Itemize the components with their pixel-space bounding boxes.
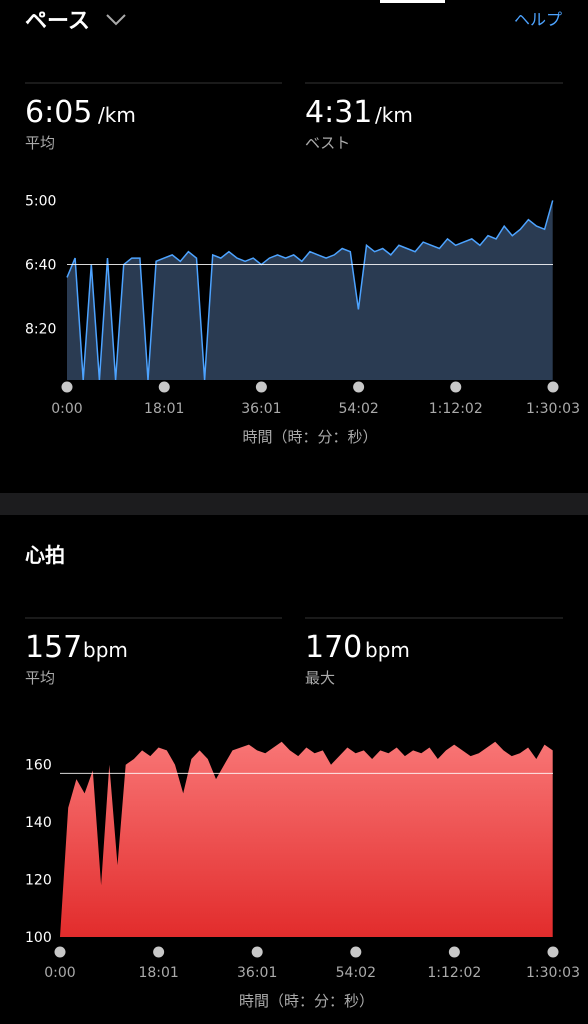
y-tick-label: 8:20 bbox=[25, 322, 56, 338]
y-tick-label: 140 bbox=[25, 815, 52, 831]
x-tick-label: 0:00 bbox=[44, 965, 75, 981]
x-tick-label: 54:02 bbox=[336, 965, 376, 981]
stat-label: 平均 bbox=[25, 669, 55, 687]
stat-unit: /km bbox=[375, 103, 413, 127]
x-tick-label: 54:02 bbox=[338, 401, 378, 417]
x-axis-label: 時間（時：分：秒） bbox=[239, 992, 374, 1010]
x-tick-dot bbox=[153, 946, 165, 958]
x-tick-label: 18:01 bbox=[138, 965, 178, 981]
x-tick-label: 1:12:02 bbox=[427, 965, 481, 981]
line bbox=[66, 200, 554, 381]
y-tick-label: 6:40 bbox=[25, 258, 56, 274]
x-tick-dot bbox=[54, 946, 66, 958]
y-tick-label: 160 bbox=[25, 758, 52, 774]
x-tick-dot bbox=[350, 946, 362, 958]
x-tick-label: 0:00 bbox=[51, 401, 82, 417]
y-tick-label: 120 bbox=[25, 873, 52, 889]
stat-unit: /km bbox=[98, 103, 136, 127]
stat-label: 平均 bbox=[25, 134, 55, 152]
x-tick-label: 1:30:03 bbox=[526, 965, 580, 981]
x-tick-dot bbox=[353, 381, 365, 393]
stat-unit: bpm bbox=[365, 638, 410, 662]
x-tick-dot bbox=[450, 381, 462, 393]
x-tick-label: 1:12:02 bbox=[429, 401, 483, 417]
stat-value: 6:05 bbox=[25, 95, 92, 130]
x-tick-dot bbox=[158, 381, 170, 393]
x-tick-label: 36:01 bbox=[237, 965, 277, 981]
section-title: 心拍 bbox=[25, 543, 65, 567]
chevron[interactable] bbox=[106, 14, 126, 26]
stat-value: 157 bbox=[25, 630, 82, 665]
y-tick-label: 100 bbox=[25, 930, 52, 946]
top-indicator bbox=[380, 0, 445, 3]
x-tick-dot bbox=[251, 946, 263, 958]
x-tick-label: 36:01 bbox=[241, 401, 281, 417]
title: ペース bbox=[25, 9, 90, 34]
stat-value: 4:31 bbox=[305, 95, 372, 130]
stat-value: 170 bbox=[305, 630, 362, 665]
y-tick-label: 5:00 bbox=[25, 193, 56, 209]
section-separator bbox=[0, 493, 588, 515]
x-tick-dot bbox=[61, 381, 73, 393]
x-axis-label: 時間（時：分：秒） bbox=[242, 428, 377, 446]
x-tick-dot bbox=[448, 946, 460, 958]
stat-unit: bpm bbox=[83, 638, 128, 662]
x-tick-dot bbox=[255, 381, 267, 393]
x-tick-label: 18:01 bbox=[144, 401, 184, 417]
x-tick-label: 1:30:03 bbox=[526, 401, 580, 417]
stat-label: ベスト bbox=[305, 134, 350, 152]
x-tick-dot bbox=[547, 946, 559, 958]
x-tick-dot bbox=[547, 381, 559, 393]
stat-label: 最大 bbox=[305, 669, 335, 687]
area bbox=[60, 741, 553, 937]
help-link[interactable]: ヘルプ bbox=[514, 10, 562, 29]
